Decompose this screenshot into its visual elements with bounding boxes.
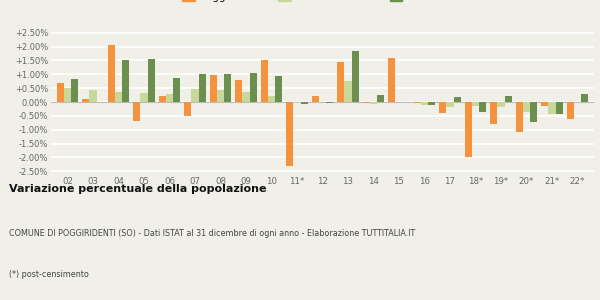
Bar — [541, 102, 548, 106]
Bar — [497, 102, 505, 107]
Bar — [286, 102, 293, 166]
Bar — [184, 102, 191, 116]
Bar — [115, 92, 122, 102]
Bar — [523, 102, 530, 112]
Text: (*) post-censimento: (*) post-censimento — [9, 270, 89, 279]
Bar — [344, 81, 352, 102]
Bar — [210, 75, 217, 102]
Bar — [548, 102, 556, 115]
Bar — [377, 94, 384, 102]
Bar — [337, 62, 344, 102]
Bar — [89, 89, 97, 102]
Bar — [421, 102, 428, 105]
Bar — [301, 102, 308, 104]
Bar — [439, 102, 446, 113]
Bar — [363, 102, 370, 104]
Bar — [581, 94, 588, 102]
Bar — [148, 58, 155, 102]
Bar — [275, 76, 282, 102]
Bar — [428, 102, 435, 105]
Bar — [268, 96, 275, 102]
Bar — [57, 82, 64, 102]
Bar — [293, 102, 301, 104]
Bar — [388, 58, 395, 102]
Bar — [370, 102, 377, 104]
Text: COMUNE DI POGGIRIDENTI (SO) - Dati ISTAT al 31 dicembre di ogni anno - Elaborazi: COMUNE DI POGGIRIDENTI (SO) - Dati ISTAT… — [9, 230, 415, 238]
Bar — [224, 74, 231, 102]
Bar — [71, 79, 78, 102]
Bar — [173, 78, 180, 102]
Bar — [166, 94, 173, 102]
Bar — [352, 51, 359, 102]
Bar — [140, 93, 148, 102]
Bar — [235, 80, 242, 102]
Bar — [472, 102, 479, 106]
Bar — [242, 92, 250, 102]
Bar — [516, 102, 523, 132]
Bar — [199, 74, 206, 102]
Bar — [122, 60, 129, 102]
Bar — [556, 102, 563, 115]
Bar — [82, 99, 89, 102]
Bar — [312, 97, 319, 102]
Bar — [530, 102, 537, 122]
Legend: Poggiridenti, Provincia di SO, Lombardia: Poggiridenti, Provincia di SO, Lombardia — [182, 0, 463, 2]
Bar — [446, 102, 454, 107]
Bar — [108, 45, 115, 102]
Bar — [326, 102, 333, 104]
Bar — [479, 102, 486, 112]
Bar — [505, 97, 512, 102]
Bar — [465, 102, 472, 158]
Bar — [261, 60, 268, 102]
Bar — [217, 89, 224, 102]
Bar — [191, 89, 199, 102]
Bar — [454, 97, 461, 102]
Bar — [159, 97, 166, 102]
Bar — [64, 88, 71, 102]
Bar — [133, 102, 140, 121]
Bar — [250, 74, 257, 102]
Text: Variazione percentuale della popolazione: Variazione percentuale della popolazione — [9, 184, 266, 194]
Bar — [414, 102, 421, 104]
Bar — [490, 102, 497, 124]
Bar — [567, 102, 574, 119]
